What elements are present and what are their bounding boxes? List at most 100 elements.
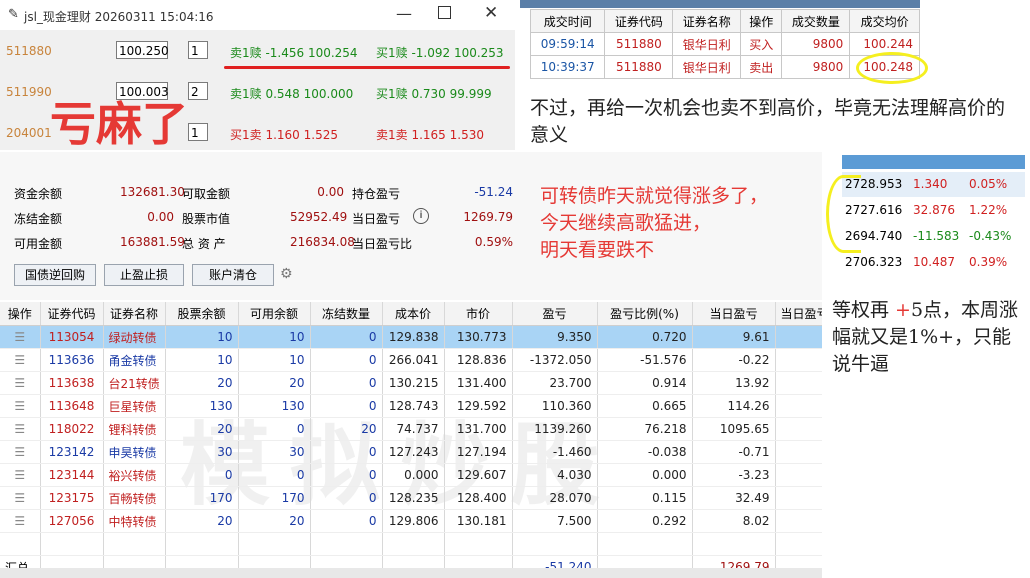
- row-menu: ☰: [0, 509, 41, 533]
- row-menu: ☰: [0, 371, 41, 395]
- cell: 买入: [740, 32, 783, 56]
- buy-quote: 买1赎 0.730 99.999: [376, 87, 492, 101]
- cell: [310, 532, 383, 556]
- column-header: 可用余额: [238, 302, 311, 326]
- column-header: 成本价: [382, 302, 445, 326]
- highlight-circle: [826, 175, 861, 253]
- cell: [0, 532, 41, 556]
- index-header: [842, 155, 1025, 169]
- holding-row[interactable]: ☰ 123175 百畅转债 170 170 0 128.235 128.400 28.070 0.…: [0, 486, 822, 510]
- cell: [775, 440, 822, 464]
- price-input[interactable]: 100.003: [116, 82, 169, 100]
- maximize-button[interactable]: [438, 6, 451, 19]
- row-menu: ☰: [0, 417, 41, 441]
- cell: 0: [165, 463, 239, 487]
- sell-quote: 买1卖 1.160 1.525: [230, 128, 338, 142]
- field-value: 163881.59: [120, 235, 185, 249]
- field-value: 52952.49: [290, 210, 348, 224]
- holding-row[interactable]: ☰ 113648 巨星转债 130 130 0 128.743 129.592 110.360 0…: [0, 394, 822, 418]
- cell: 09:59:14: [529, 32, 606, 56]
- cell: 银华日利: [672, 32, 742, 56]
- field-value: 132681.30: [120, 185, 185, 199]
- cell: 113638: [40, 371, 104, 395]
- row-menu: ☰: [0, 348, 41, 372]
- field-label: 当日盈亏比: [352, 237, 413, 251]
- cell: 0.720: [597, 325, 693, 349]
- cell: 128.235: [382, 486, 445, 510]
- action-button[interactable]: 国债逆回购: [14, 264, 96, 286]
- buy-quote: 卖1卖 1.165 1.530: [376, 128, 484, 142]
- cell: -1372.050: [512, 348, 598, 372]
- cell: 10: [238, 325, 311, 349]
- cell: 130.181: [444, 509, 513, 533]
- cell: 10: [165, 348, 239, 372]
- field-label: 持仓盈亏: [352, 187, 401, 201]
- cell: 0.665: [597, 394, 693, 418]
- cell: [165, 532, 239, 556]
- cell: [775, 486, 822, 510]
- cell: 128.743: [382, 394, 445, 418]
- cell: [775, 325, 822, 349]
- window-title: jsl_现金理财 20260311 15:04:16: [24, 10, 214, 24]
- cell: 23.700: [512, 371, 598, 395]
- index-change: 10.487: [913, 255, 955, 269]
- qty-input[interactable]: 1: [188, 41, 208, 59]
- cell: 170: [238, 486, 311, 510]
- cash-window: ✎ jsl_现金理财 20260311 15:04:16 — ✕ 511880 1…: [0, 0, 515, 150]
- cell: 8.02: [692, 509, 776, 533]
- column-header: 市价: [444, 302, 513, 326]
- holding-row[interactable]: ☰ 123142 申昊转债 30 30 0 127.243 127.194 -1.460 -0.0…: [0, 440, 822, 464]
- cell: 1095.65: [692, 417, 776, 441]
- cell: [238, 532, 311, 556]
- cell: 170: [165, 486, 239, 510]
- column-header: 当日盈亏: [775, 302, 822, 326]
- comment-part: 等权再: [832, 299, 896, 321]
- holdings-panel: 模拟炒股 操作 证券代码 证券名称 股票余额 可用余额 冻结数量 成本价 市价 盈亏 盈亏比例(%)…: [0, 302, 822, 578]
- row-menu: ☰: [0, 394, 41, 418]
- header-row: 成交时间 证券代码 证券名称 操作 成交数量 成交均价: [529, 9, 920, 33]
- row-menu: ☰: [0, 463, 41, 487]
- cell: [444, 532, 513, 556]
- holding-row[interactable]: ☰ 113054 绿动转债 10 10 0 129.838 130.773 9.350 0.720…: [0, 325, 822, 349]
- cell: 511880: [604, 32, 674, 56]
- cell: 131.400: [444, 371, 513, 395]
- cell: [775, 509, 822, 533]
- cell: 20: [238, 371, 311, 395]
- holding-row[interactable]: ☰ 118022 锂科转债 20 0 20 74.737 131.700 1139.260 76.…: [0, 417, 822, 441]
- action-button[interactable]: 止盈止损: [104, 264, 184, 286]
- price-input[interactable]: 100.250: [116, 41, 169, 59]
- cell: 20: [310, 417, 383, 441]
- field-value: 1269.79: [463, 210, 513, 224]
- settings-icon[interactable]: ⚙: [280, 266, 293, 282]
- qty-input[interactable]: 2: [188, 82, 208, 100]
- comment-part: 5点，本周涨幅就又是1%+，只能说牛逼: [832, 299, 1019, 375]
- cell: 130.773: [444, 325, 513, 349]
- cell: 128.836: [444, 348, 513, 372]
- holding-row[interactable]: ☰ 127056 中特转债 20 20 0 129.806 130.181 7.500 0.292…: [0, 509, 822, 533]
- holding-row[interactable]: ☰ 113636 甬金转债 10 10 0 266.041 128.836 -1372.050-…: [0, 348, 822, 372]
- action-button[interactable]: 账户清仓: [192, 264, 274, 286]
- minimize-button[interactable]: —: [396, 4, 412, 23]
- cell: 绿动转债: [103, 325, 166, 349]
- row-bg: [842, 198, 1025, 223]
- cell: 20: [165, 509, 239, 533]
- empty-row: [0, 532, 822, 556]
- holding-row[interactable]: ☰ 113638 台21转债 20 20 0 130.215 131.400 23.700 0.9…: [0, 371, 822, 395]
- close-button[interactable]: ✕: [484, 3, 499, 23]
- column-header: 成交时间: [529, 9, 606, 33]
- column-header: 股票余额: [165, 302, 239, 326]
- cell: 裕兴转债: [103, 463, 166, 487]
- field-value: 0.00: [317, 185, 344, 199]
- row-menu: ☰: [0, 440, 41, 464]
- comment-line: 可转债昨天就觉得涨多了，: [540, 185, 769, 207]
- cell: 130.215: [382, 371, 445, 395]
- cell: 0: [238, 463, 311, 487]
- holding-row[interactable]: ☰ 123144 裕兴转债 0 0 0 0.000 129.607 4.030 0.000 -3.2…: [0, 463, 822, 487]
- column-header: 成交均价: [849, 9, 920, 33]
- index-percent: 0.05%: [969, 177, 1008, 191]
- qty-input[interactable]: 1: [188, 123, 208, 141]
- comment: 不过，再给一次机会也卖不到高价，毕竟无法理解高价的意义: [530, 97, 1006, 146]
- cell: 113636: [40, 348, 104, 372]
- cell: 20: [165, 417, 239, 441]
